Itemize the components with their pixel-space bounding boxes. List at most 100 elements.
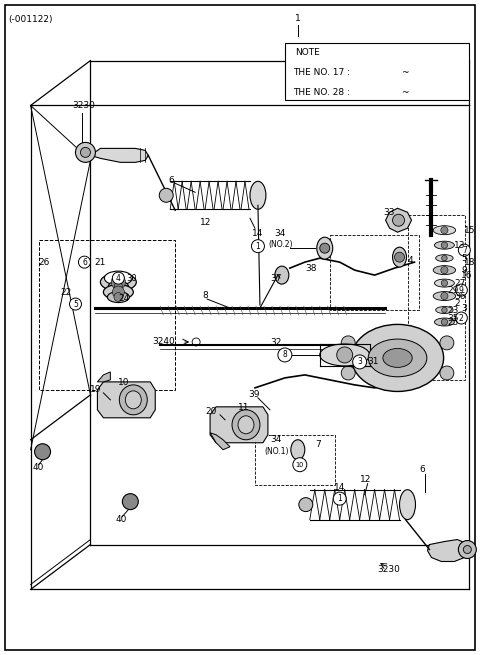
Text: 18: 18 <box>464 257 476 267</box>
Text: 31: 31 <box>368 358 379 366</box>
Ellipse shape <box>100 273 136 291</box>
Polygon shape <box>90 149 148 162</box>
Ellipse shape <box>125 391 141 409</box>
Text: 35: 35 <box>447 314 459 322</box>
Text: 23: 23 <box>447 305 459 314</box>
Text: 5: 5 <box>73 299 78 309</box>
Text: THE NO. 28 :: THE NO. 28 : <box>293 88 350 97</box>
Circle shape <box>386 67 398 79</box>
Text: 3240: 3240 <box>152 337 175 346</box>
Circle shape <box>395 252 405 262</box>
Circle shape <box>114 282 122 290</box>
Circle shape <box>159 188 173 202</box>
Ellipse shape <box>434 279 455 287</box>
Text: 22: 22 <box>60 288 72 297</box>
Text: 1: 1 <box>337 494 342 503</box>
Text: 25: 25 <box>447 318 459 326</box>
Circle shape <box>252 240 264 253</box>
Text: 34: 34 <box>270 436 281 444</box>
Circle shape <box>393 214 405 226</box>
Ellipse shape <box>291 440 305 460</box>
Circle shape <box>440 366 454 380</box>
Text: 4: 4 <box>408 255 413 265</box>
Text: 14: 14 <box>252 229 264 238</box>
Polygon shape <box>428 540 468 561</box>
Circle shape <box>441 242 447 248</box>
Text: 29: 29 <box>447 286 459 295</box>
Polygon shape <box>385 208 411 233</box>
Ellipse shape <box>107 272 130 284</box>
Ellipse shape <box>433 226 456 234</box>
Text: 8: 8 <box>283 350 287 360</box>
Text: 2: 2 <box>459 314 464 322</box>
Ellipse shape <box>103 284 133 299</box>
Text: 3: 3 <box>461 303 467 312</box>
Circle shape <box>456 312 468 324</box>
Ellipse shape <box>436 307 453 314</box>
Text: 3: 3 <box>357 358 362 366</box>
Text: 6: 6 <box>168 176 174 185</box>
Circle shape <box>112 272 124 284</box>
Circle shape <box>410 67 422 79</box>
Circle shape <box>35 443 50 460</box>
Text: 40: 40 <box>33 463 44 472</box>
Text: 24: 24 <box>119 293 130 303</box>
Circle shape <box>411 86 424 99</box>
Circle shape <box>320 243 330 253</box>
Text: 16: 16 <box>461 271 473 280</box>
Ellipse shape <box>436 255 453 261</box>
Circle shape <box>441 267 448 274</box>
Ellipse shape <box>320 344 370 366</box>
Text: 37: 37 <box>270 274 281 282</box>
Ellipse shape <box>232 410 260 440</box>
Circle shape <box>441 319 447 325</box>
Text: 2: 2 <box>455 299 460 308</box>
FancyBboxPatch shape <box>5 5 475 650</box>
Text: 5: 5 <box>461 253 467 263</box>
Ellipse shape <box>250 181 266 209</box>
Text: 27: 27 <box>455 278 466 288</box>
Ellipse shape <box>383 348 412 367</box>
Circle shape <box>463 546 471 553</box>
Text: 9: 9 <box>461 266 467 274</box>
Text: 1: 1 <box>255 242 260 251</box>
Circle shape <box>333 492 346 505</box>
Ellipse shape <box>351 324 444 392</box>
Circle shape <box>458 540 476 559</box>
Text: 1: 1 <box>390 68 395 77</box>
Text: 6: 6 <box>82 257 87 267</box>
Circle shape <box>456 284 468 296</box>
Circle shape <box>341 336 355 350</box>
Text: (NO.2): (NO.2) <box>268 240 292 249</box>
Ellipse shape <box>368 339 427 377</box>
Text: 11: 11 <box>238 403 250 413</box>
Ellipse shape <box>104 271 132 285</box>
Circle shape <box>299 498 313 512</box>
Polygon shape <box>97 372 110 382</box>
Text: 20: 20 <box>205 407 216 417</box>
Circle shape <box>442 307 447 313</box>
Text: 4: 4 <box>116 274 121 282</box>
Text: 7: 7 <box>462 246 467 255</box>
Circle shape <box>458 244 470 256</box>
Ellipse shape <box>393 247 407 267</box>
Text: 15: 15 <box>464 226 476 234</box>
Circle shape <box>122 494 138 510</box>
Text: 3230: 3230 <box>378 565 400 574</box>
Text: 10: 10 <box>119 379 130 387</box>
Text: 38: 38 <box>305 263 316 272</box>
Circle shape <box>78 256 90 268</box>
Text: 39: 39 <box>248 390 260 400</box>
Circle shape <box>293 458 307 472</box>
Polygon shape <box>97 382 155 418</box>
Ellipse shape <box>108 281 128 291</box>
Polygon shape <box>210 407 268 443</box>
Text: 3230: 3230 <box>72 101 96 110</box>
Text: 26: 26 <box>38 257 50 267</box>
Circle shape <box>75 142 96 162</box>
Text: 21: 21 <box>95 257 106 267</box>
Text: 2: 2 <box>414 68 419 77</box>
Circle shape <box>353 355 367 369</box>
Text: 33: 33 <box>384 208 395 217</box>
Text: 40: 40 <box>115 515 127 524</box>
